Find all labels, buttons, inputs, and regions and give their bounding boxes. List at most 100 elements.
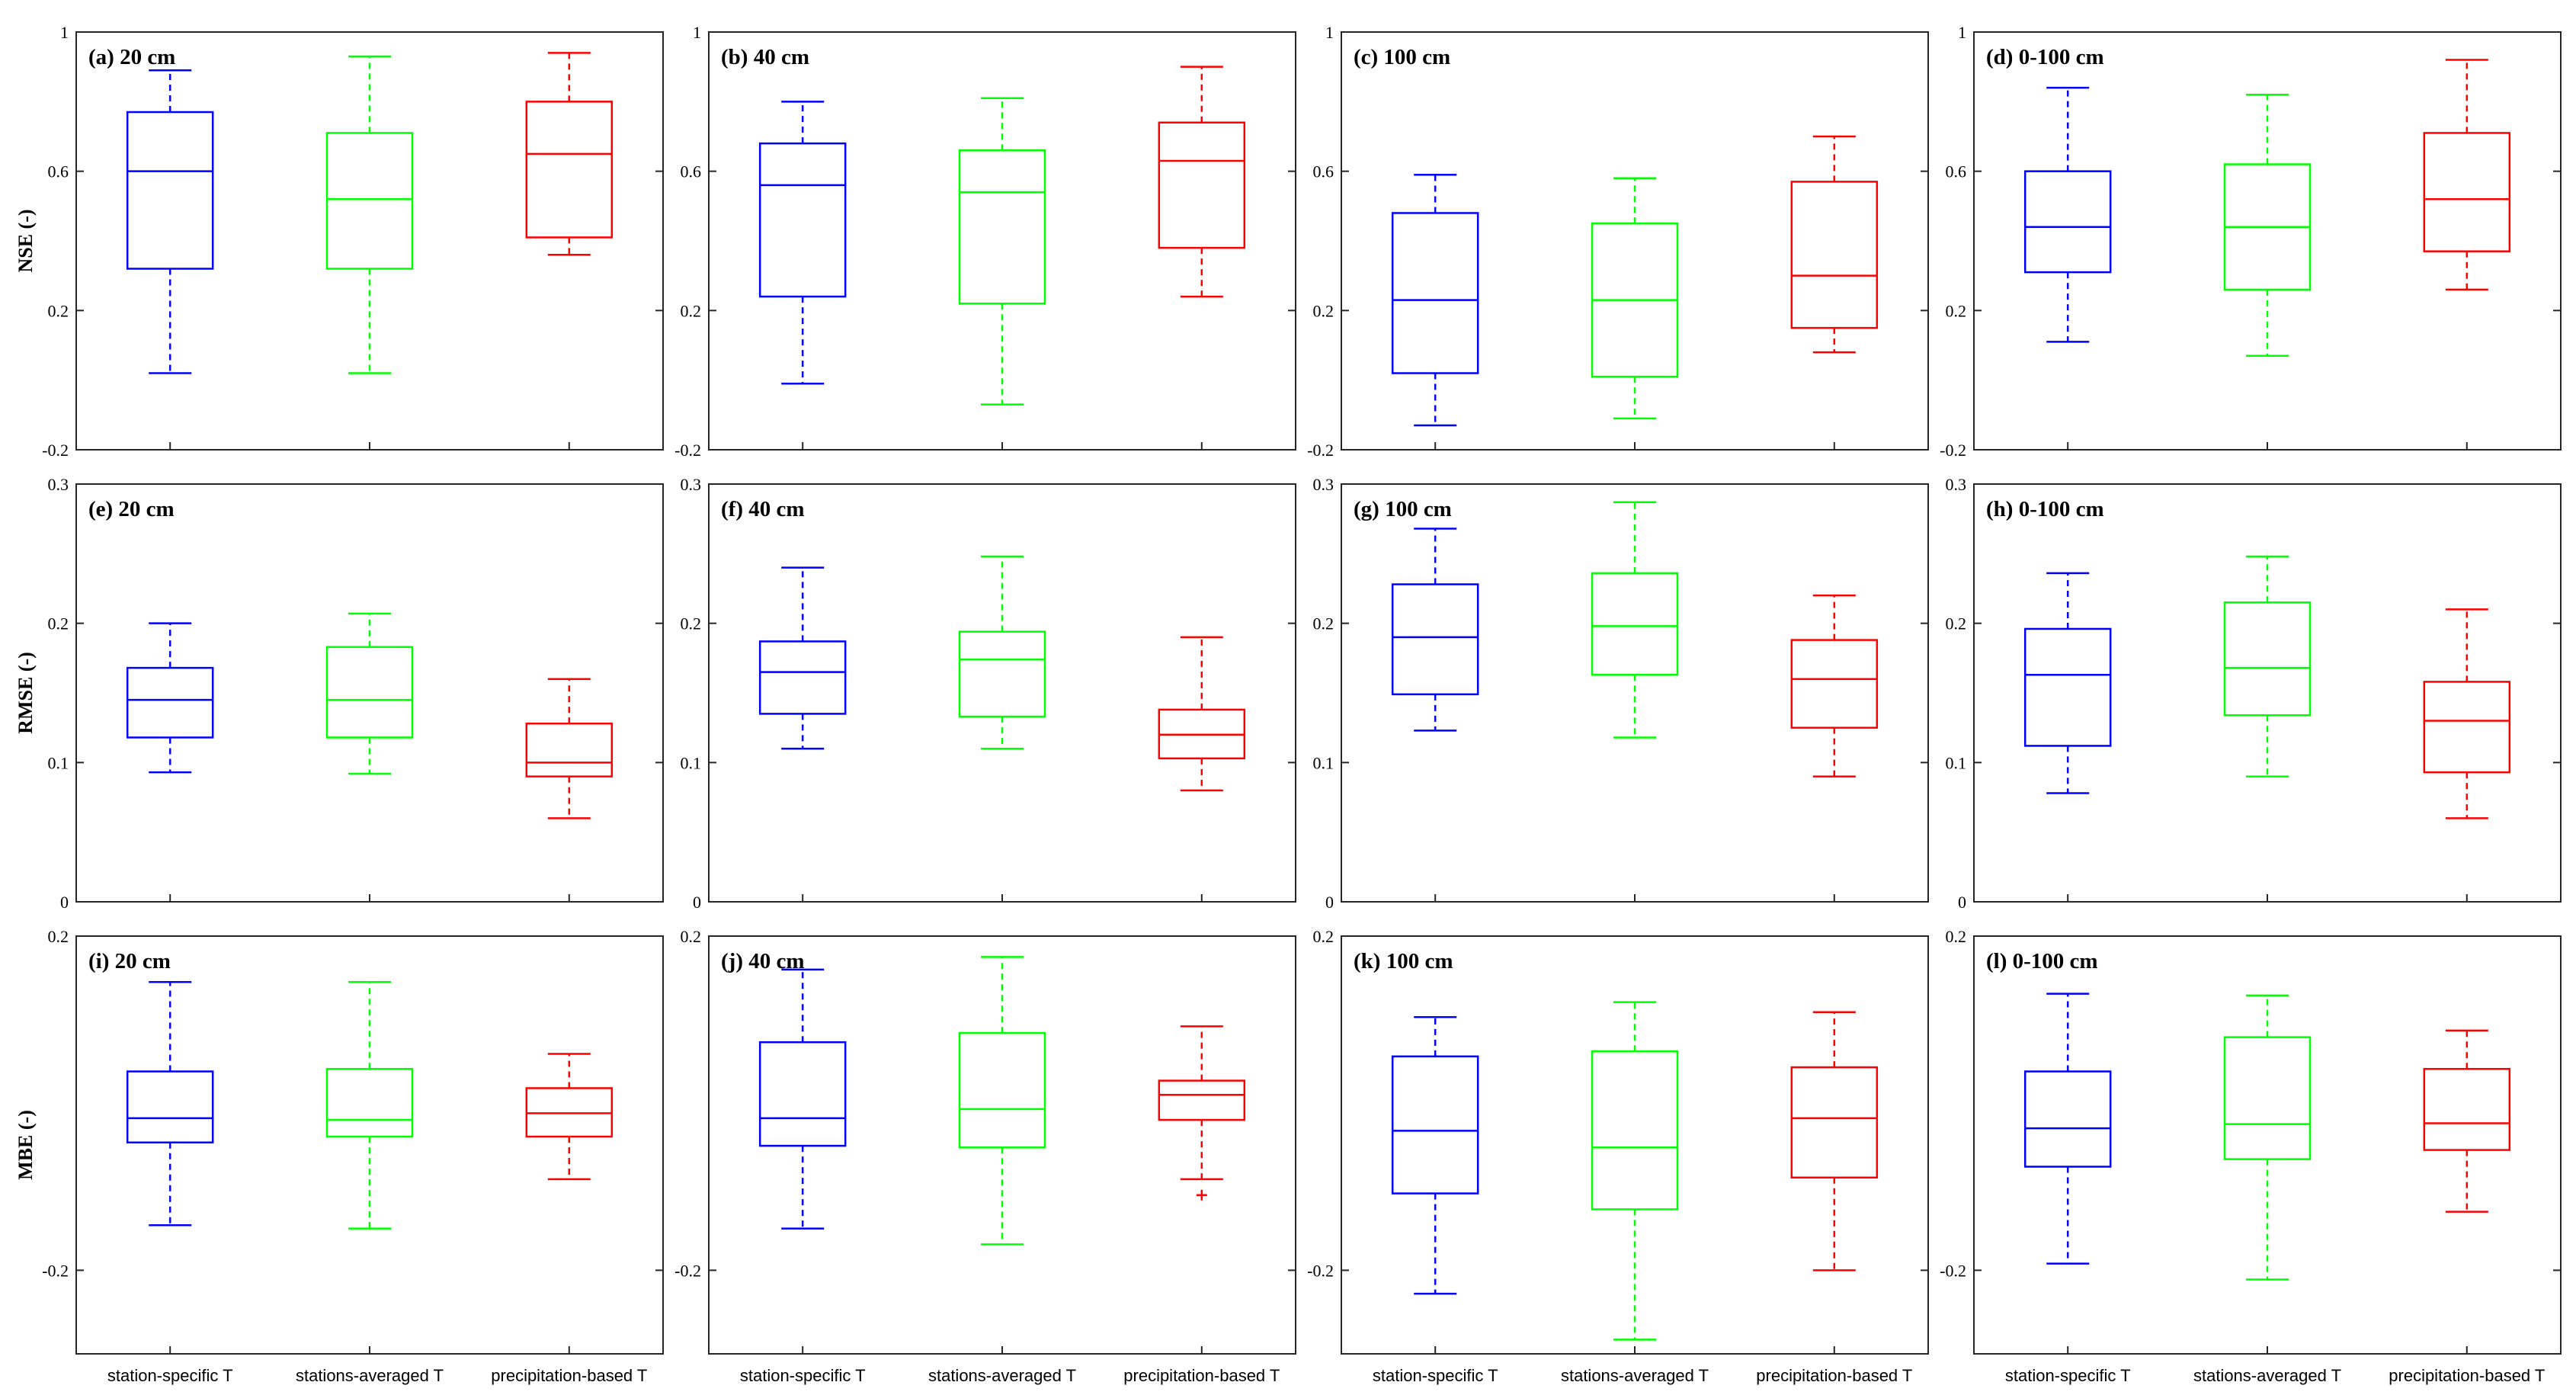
box-2 — [2223, 555, 2312, 778]
y-tick-label: 0.3 — [1946, 475, 1967, 494]
category-label: precipitation-based T — [1123, 1366, 1280, 1385]
y-tick-label: 0.2 — [681, 614, 702, 633]
y-tick-label: -0.2 — [674, 441, 701, 460]
y-tick-label: 0.2 — [1946, 927, 1967, 946]
box-3 — [1790, 135, 1879, 354]
panel-frame — [708, 31, 1296, 451]
panel-frame — [1973, 935, 2562, 1355]
iqr-box — [2223, 601, 2312, 717]
box-3 — [2423, 59, 2511, 291]
panel-frame — [1341, 31, 1929, 451]
panel-label: (d) 0-100 cm — [1986, 45, 2104, 69]
panel-6: 0 0.1 0.2 0.3 (f) 40 cm — [681, 475, 1296, 912]
y-tick-label: 0 — [1958, 893, 1966, 912]
panel-label: (g) 100 cm — [1354, 497, 1452, 521]
iqr-box — [958, 1031, 1046, 1149]
y-tick-label: 1 — [693, 23, 701, 42]
box-2 — [958, 97, 1046, 406]
y-tick-label: 0.2 — [1946, 301, 1967, 320]
panel-frame — [1341, 935, 1929, 1355]
iqr-box — [1391, 212, 1479, 374]
panel-frame — [1973, 483, 2562, 903]
box-1 — [126, 622, 214, 774]
panel-frame — [75, 935, 664, 1355]
panel-label: (e) 20 cm — [88, 497, 175, 521]
iqr-box — [958, 630, 1046, 718]
y-axis-label-row-3: MBE (-) — [14, 1110, 37, 1180]
y-tick-label: 0 — [60, 893, 69, 912]
box-2 — [958, 555, 1046, 750]
panel-12: -0.2 0.2 (l) 0-100 cm station-specific T sta… — [1940, 927, 2562, 1385]
iqr-box — [1790, 639, 1879, 729]
iqr-box — [758, 142, 847, 298]
iqr-box — [1158, 1079, 1246, 1121]
category-label: station-specific T — [1373, 1366, 1498, 1385]
iqr-box — [2423, 1068, 2511, 1151]
panel-2: -0.2 0.2 0.6 1 (b) 40 cm — [674, 23, 1296, 460]
panel-3: -0.2 0.2 0.6 1 (c) 100 cm — [1307, 23, 1929, 460]
iqr-box — [2023, 1070, 2112, 1168]
y-tick-label: 0.2 — [1313, 301, 1334, 320]
iqr-box — [126, 111, 214, 270]
y-tick-label: 0.1 — [1946, 753, 1967, 772]
panel-label: (f) 40 cm — [721, 497, 805, 521]
box-1 — [2023, 993, 2112, 1265]
box-3 — [1158, 636, 1246, 792]
box-1 — [1391, 173, 1479, 427]
y-tick-label: 0.2 — [48, 927, 69, 946]
iqr-box — [2223, 1036, 2312, 1160]
panel-frame — [75, 483, 664, 903]
iqr-box — [525, 722, 614, 778]
outlier-marker — [1196, 1189, 1207, 1201]
box-3 — [525, 52, 614, 256]
box-1 — [758, 968, 847, 1230]
y-tick-label: 0.3 — [681, 475, 702, 494]
y-tick-label: 0.2 — [1313, 614, 1334, 633]
y-tick-label: -0.2 — [42, 441, 69, 460]
iqr-box — [1591, 572, 1679, 676]
category-label: precipitation-based T — [2389, 1366, 2545, 1385]
y-tick-label: 1 — [1958, 23, 1966, 42]
box-1 — [758, 566, 847, 750]
box-1 — [2023, 572, 2112, 794]
category-label: stations-averaged T — [928, 1366, 1076, 1385]
panel-1: -0.2 0.2 0.6 1 (a) 20 cm — [42, 23, 664, 460]
iqr-box — [325, 132, 414, 270]
iqr-box — [2023, 627, 2112, 747]
y-tick-label: 0.1 — [1313, 753, 1334, 772]
box-2 — [2223, 994, 2312, 1281]
panel-label: (c) 100 cm — [1354, 45, 1450, 69]
box-3 — [1158, 1025, 1246, 1201]
y-tick-label: 0.1 — [681, 753, 702, 772]
box-1 — [2023, 86, 2112, 343]
y-tick-label: 0.2 — [1946, 614, 1967, 633]
panel-8: 0 0.1 0.2 0.3 (h) 0-100 cm — [1946, 475, 2562, 912]
panel-label: (k) 100 cm — [1354, 949, 1453, 973]
box-3 — [2423, 1029, 2511, 1213]
box-2 — [325, 981, 414, 1230]
iqr-box — [1790, 181, 1879, 329]
panel-label: (i) 20 cm — [88, 949, 171, 973]
iqr-box — [1790, 1066, 1879, 1179]
y-tick-label: -0.2 — [1307, 441, 1334, 460]
iqr-box — [2023, 170, 2112, 274]
iqr-box — [958, 149, 1046, 305]
y-tick-label: -0.2 — [674, 1261, 701, 1280]
panel-frame — [708, 483, 1296, 903]
y-tick-label: -0.2 — [1307, 1261, 1334, 1280]
box-2 — [1591, 177, 1679, 420]
y-tick-label: 0.6 — [1946, 162, 1967, 181]
box-3 — [1158, 66, 1246, 298]
category-label: precipitation-based T — [491, 1366, 647, 1385]
category-label: stations-averaged T — [1561, 1366, 1709, 1385]
panel-4: -0.2 0.2 0.6 1 (d) 0-100 cm — [1940, 23, 2562, 460]
iqr-box — [525, 101, 614, 239]
y-tick-label: 0 — [1325, 893, 1334, 912]
box-1 — [126, 981, 214, 1227]
iqr-box — [2423, 681, 2511, 774]
y-axis-label-row-2: RMSE (-) — [14, 652, 37, 734]
panel-label: (h) 0-100 cm — [1986, 497, 2104, 521]
